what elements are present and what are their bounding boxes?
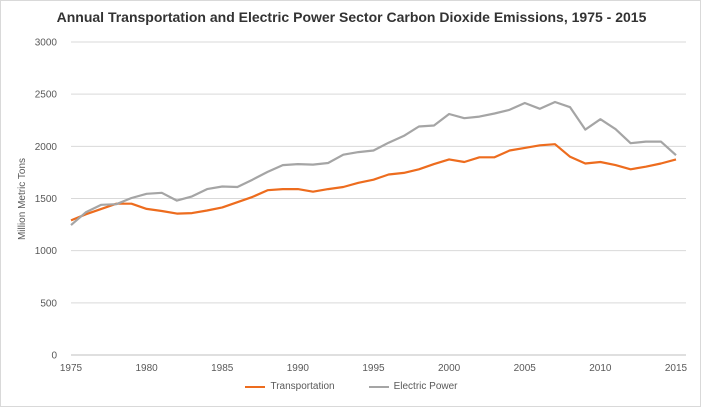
x-tick-label: 1980: [136, 363, 159, 374]
legend-label: Transportation: [270, 381, 334, 392]
x-tick-label: 2000: [438, 363, 461, 374]
x-tick-label: 1995: [362, 363, 385, 374]
legend-item-transportation: Transportation: [245, 381, 334, 392]
y-axis-label: Million Metric Tons: [17, 158, 28, 240]
series-line-transportation: [71, 144, 676, 220]
y-tick-label: 2000: [35, 142, 58, 153]
x-tick-label: 2005: [514, 363, 537, 374]
y-tick-label: 500: [40, 298, 57, 309]
y-tick-label: 2500: [35, 90, 58, 101]
x-tick-label: 2015: [665, 363, 688, 374]
legend: Transportation Electric Power: [1, 381, 701, 392]
x-tick-label: 1990: [287, 363, 310, 374]
y-tick-label: 1000: [35, 246, 58, 257]
y-tick-label: 1500: [35, 194, 58, 205]
legend-item-electric-power: Electric Power: [369, 381, 458, 392]
x-tick-label: 1985: [211, 363, 234, 374]
y-tick-label: 3000: [35, 38, 58, 49]
y-tick-label: 0: [51, 351, 57, 362]
legend-swatch-electric-power: [369, 386, 389, 388]
x-tick-label: 1975: [60, 363, 83, 374]
x-tick-label: 2010: [589, 363, 612, 374]
legend-label: Electric Power: [394, 381, 458, 392]
legend-swatch-transportation: [245, 386, 265, 388]
